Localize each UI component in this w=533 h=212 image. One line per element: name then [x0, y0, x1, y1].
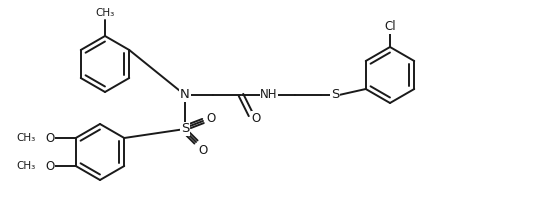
- Text: O: O: [206, 113, 216, 126]
- Text: S: S: [331, 88, 339, 102]
- Text: CH₃: CH₃: [17, 161, 36, 171]
- Text: O: O: [198, 144, 208, 156]
- Text: S: S: [181, 123, 189, 135]
- Text: NH: NH: [260, 88, 278, 102]
- Text: O: O: [252, 112, 261, 124]
- Text: N: N: [180, 88, 190, 102]
- Text: CH₃: CH₃: [95, 8, 115, 18]
- Text: Cl: Cl: [384, 21, 396, 33]
- Text: CH₃: CH₃: [17, 133, 36, 143]
- Text: O: O: [45, 159, 54, 173]
- Text: O: O: [45, 131, 54, 145]
